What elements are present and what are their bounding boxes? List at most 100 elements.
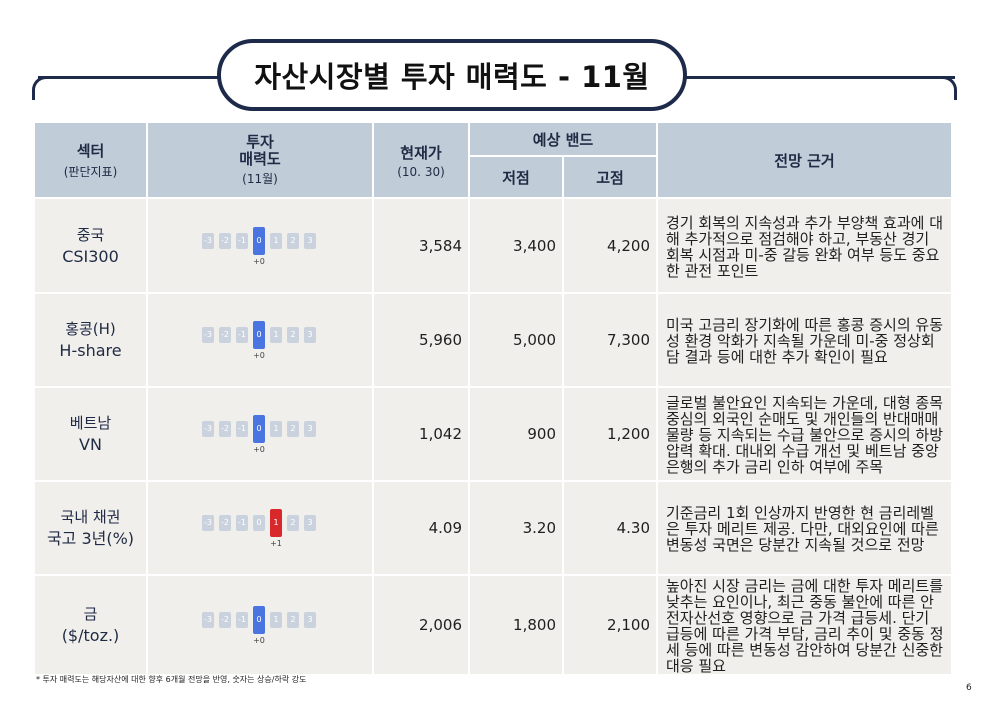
score-caption: +0: [253, 445, 265, 454]
attractiveness-table: 섹터 (판단지표) 투자 매력도 (11월) 현재가 (10. 30) 예상 밴…: [33, 121, 953, 676]
attractiveness-cell: -3 -2 -1 0 +0 1 2 3: [146, 386, 374, 482]
title-corner-left: [32, 76, 46, 100]
header-sector: 섹터 (판단지표): [33, 121, 148, 199]
sector-indicator: H-share: [59, 341, 122, 360]
scale-segment: 0: [253, 606, 265, 634]
title-banner: 자산시장별 투자 매력도 - 11월: [217, 39, 687, 111]
scale-segment: 2: [287, 515, 299, 531]
current-price: 1,042: [372, 386, 470, 482]
table-row: 홍콩(H) H-share -3 -2 -1 0 +0 1 2 3 5,960 5,000 7,300 미…: [33, 292, 953, 388]
sector-name: 금: [83, 605, 98, 623]
table-row: 중국 CSI300 -3 -2 -1 0 +0 1 2 3 3,584 3,400 4,200 경기 회복…: [33, 197, 953, 294]
scale-segment: -2: [219, 232, 231, 249]
current-price: 4.09: [372, 480, 470, 576]
scale-segment: 3: [304, 515, 316, 531]
table-row: 국내 채권 국고 3년(%) -3 -2 -1 0 1 +1 2 3 4.09 3.20 4.30 기준금…: [33, 480, 953, 576]
scale-segment: -1: [236, 327, 248, 343]
scale-segment: 0: [253, 515, 265, 531]
attractiveness-scale: -3 -2 -1 0 +0 1 2 3: [200, 411, 320, 457]
header-reason: 전망 근거: [656, 121, 953, 199]
scale-segment: 3: [304, 327, 316, 343]
attractiveness-scale: -3 -2 -1 0 1 +1 2 3: [200, 505, 320, 551]
scale-segment: -3: [202, 515, 214, 531]
header-low: 저점: [468, 155, 564, 199]
attractiveness-cell: -3 -2 -1 0 1 +1 2 3: [146, 480, 374, 576]
header-high: 고점: [562, 155, 658, 199]
band-low: 3.20: [468, 480, 564, 576]
scale-segment: 0: [253, 415, 265, 443]
score-caption: +1: [270, 539, 282, 548]
sector-indicator: VN: [79, 435, 102, 454]
sector-indicator: 국고 3년(%): [46, 529, 135, 548]
band-low: 1,800: [468, 574, 564, 676]
scale-segment: 2: [287, 232, 299, 249]
scale-segment: 2: [287, 421, 299, 437]
sector-indicator: ($/toz.): [61, 626, 120, 645]
outlook-reason: 경기 회복의 지속성과 추가 부양책 효과에 대해 추가적으로 점검해야 하고,…: [656, 197, 953, 294]
scale-segment: 0: [253, 321, 265, 349]
current-price: 3,584: [372, 197, 470, 294]
scale-segment: 1: [270, 509, 282, 537]
score-caption: +0: [253, 636, 265, 645]
title-rule-left: [38, 76, 228, 79]
table-row: 금 ($/toz.) -3 -2 -1 0 +0 1 2 3 2,006 1,800 2,100 높아진 …: [33, 574, 953, 676]
table-row: 베트남 VN -3 -2 -1 0 +0 1 2 3 1,042 900 1,200 글로벌 불안요인 지…: [33, 386, 953, 482]
scale-segment: -2: [219, 421, 231, 437]
band-high: 7,300: [562, 292, 658, 388]
band-high: 4,200: [562, 197, 658, 294]
score-caption: +0: [253, 351, 265, 360]
attractiveness-scale: -3 -2 -1 0 +0 1 2 3: [200, 317, 320, 363]
band-high: 1,200: [562, 386, 658, 482]
band-low: 3,400: [468, 197, 564, 294]
footnote: * 투자 매력도는 해당자산에 대한 향후 6개월 전망을 반영, 숫자는 상승…: [36, 675, 307, 684]
header-attractiveness: 투자 매력도 (11월): [146, 121, 374, 199]
band-low: 900: [468, 386, 564, 482]
header-attract-sub: (11월): [242, 171, 278, 186]
sector-name: 베트남: [69, 414, 112, 432]
band-high: 2,100: [562, 574, 658, 676]
title-rule-right: [677, 76, 955, 79]
score-caption: +0: [253, 256, 265, 266]
header-attract-label: 투자 매력도: [239, 132, 281, 168]
scale-segment: -1: [236, 232, 248, 249]
sector-name: 국내 채권: [60, 508, 121, 526]
scale-segment: -3: [202, 421, 214, 437]
header-sector-sub: (판단지표): [63, 165, 118, 179]
sector-indicator: CSI300: [62, 246, 119, 266]
band-high: 4.30: [562, 480, 658, 576]
scale-segment: 2: [287, 327, 299, 343]
attractiveness-scale: -3 -2 -1 0 +0 1 2 3: [200, 223, 320, 269]
title-corner-right: [943, 76, 957, 100]
sector-cell: 홍콩(H) H-share: [33, 292, 148, 388]
outlook-reason: 높아진 시장 금리는 금에 대한 투자 메리트를 낮추는 요인이나, 최근 중동…: [656, 574, 953, 676]
scale-segment: 3: [304, 421, 316, 437]
scale-segment: -2: [219, 612, 231, 628]
scale-segment: 0: [253, 226, 265, 255]
scale-segment: -1: [236, 421, 248, 437]
sector-cell: 중국 CSI300: [33, 197, 148, 294]
scale-segment: 3: [304, 232, 316, 249]
scale-segment: 2: [287, 612, 299, 628]
header-band: 예상 밴드: [468, 121, 658, 157]
header-price: 현재가 (10. 30): [372, 121, 470, 199]
scale-segment: -2: [219, 515, 231, 531]
page-number: 6: [966, 683, 972, 693]
band-low: 5,000: [468, 292, 564, 388]
header-price-sub: (10. 30): [397, 164, 445, 179]
attractiveness-cell: -3 -2 -1 0 +0 1 2 3: [146, 197, 374, 294]
sector-cell: 베트남 VN: [33, 386, 148, 482]
scale-segment: -3: [202, 327, 214, 343]
page-title: 자산시장별 투자 매력도 - 11월: [254, 60, 650, 94]
current-price: 2,006: [372, 574, 470, 676]
header-price-label: 현재가: [400, 143, 442, 162]
scale-segment: 1: [270, 612, 282, 628]
sector-cell: 금 ($/toz.): [33, 574, 148, 676]
scale-segment: 1: [270, 232, 282, 249]
outlook-reason: 미국 고금리 장기화에 따른 홍콩 증시의 유동성 환경 악화가 지속될 가운데…: [656, 292, 953, 388]
scale-segment: 1: [270, 327, 282, 343]
attractiveness-scale: -3 -2 -1 0 +0 1 2 3: [200, 602, 320, 648]
attractiveness-cell: -3 -2 -1 0 +0 1 2 3: [146, 574, 374, 676]
scale-segment: -1: [236, 515, 248, 531]
attractiveness-cell: -3 -2 -1 0 +0 1 2 3: [146, 292, 374, 388]
